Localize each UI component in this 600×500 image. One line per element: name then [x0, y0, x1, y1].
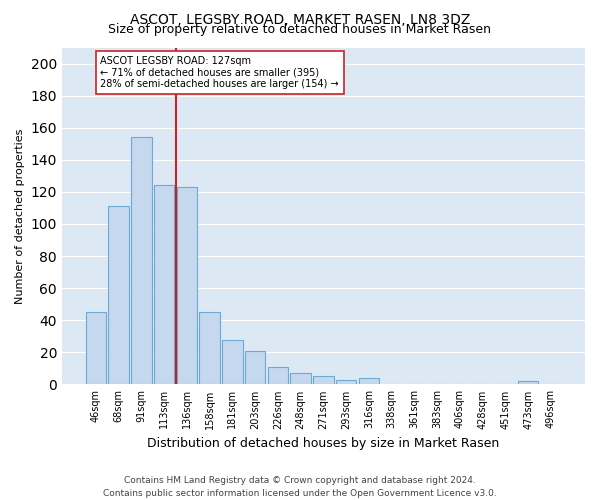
Bar [336, 380, 356, 384]
Bar [86, 312, 106, 384]
Bar [518, 381, 538, 384]
Text: ASCOT LEGSBY ROAD: 127sqm
← 71% of detached houses are smaller (395)
28% of semi: ASCOT LEGSBY ROAD: 127sqm ← 71% of detac… [100, 56, 339, 88]
Bar [131, 138, 152, 384]
Bar [313, 376, 334, 384]
Bar [222, 340, 242, 384]
Bar [154, 186, 175, 384]
Y-axis label: Number of detached properties: Number of detached properties [15, 128, 25, 304]
Text: Size of property relative to detached houses in Market Rasen: Size of property relative to detached ho… [109, 22, 491, 36]
Bar [199, 312, 220, 384]
Bar [290, 373, 311, 384]
Bar [245, 350, 265, 384]
Text: ASCOT, LEGSBY ROAD, MARKET RASEN, LN8 3DZ: ASCOT, LEGSBY ROAD, MARKET RASEN, LN8 3D… [130, 12, 470, 26]
Bar [109, 206, 129, 384]
Bar [177, 187, 197, 384]
Bar [359, 378, 379, 384]
X-axis label: Distribution of detached houses by size in Market Rasen: Distribution of detached houses by size … [148, 437, 500, 450]
Bar [268, 367, 288, 384]
Text: Contains HM Land Registry data © Crown copyright and database right 2024.
Contai: Contains HM Land Registry data © Crown c… [103, 476, 497, 498]
